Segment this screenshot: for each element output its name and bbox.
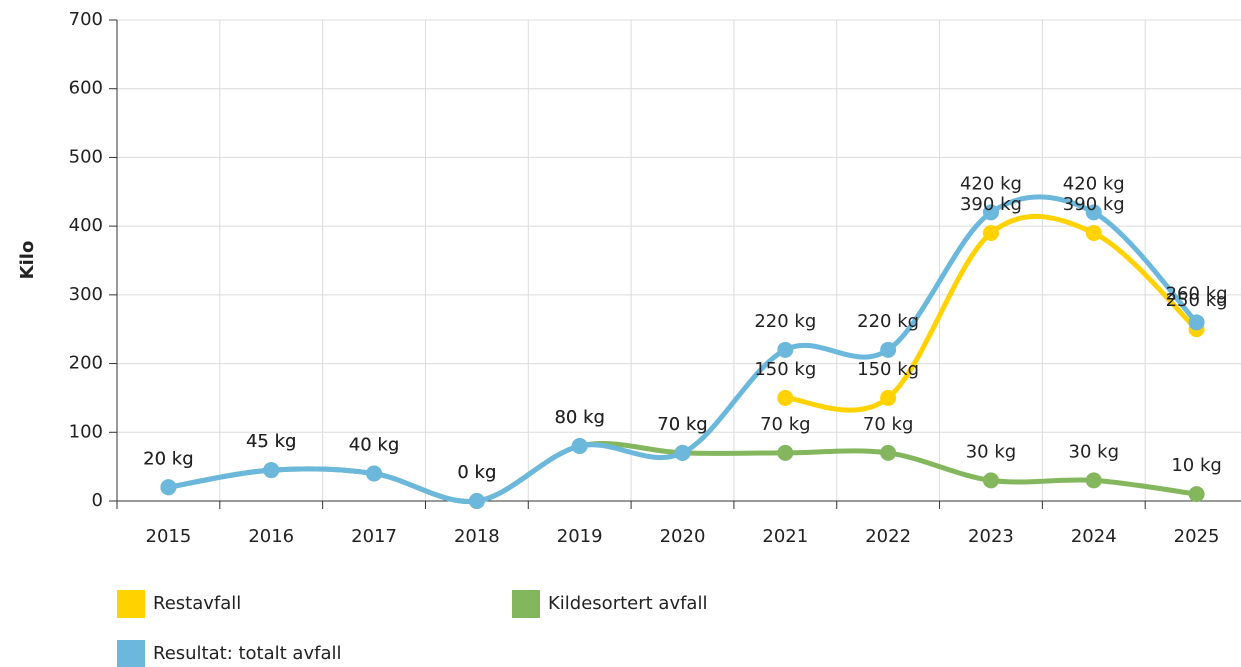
data-point xyxy=(982,204,999,221)
data-label: 45 kg xyxy=(246,431,296,452)
legend-label: Kildesortert avfall xyxy=(548,593,707,614)
data-label: 390 kg xyxy=(960,194,1022,215)
data-point xyxy=(1188,486,1205,503)
legend-label: Restavfall xyxy=(153,593,241,614)
data-label: 260 kg xyxy=(1166,283,1228,304)
data-point xyxy=(1085,472,1102,489)
data-label: 420 kg xyxy=(960,173,1022,194)
data-label: 30 kg xyxy=(1069,441,1119,462)
x-tick-label: 2020 xyxy=(660,526,706,547)
x-tick-label: 2015 xyxy=(146,526,192,547)
x-tick-label: 2018 xyxy=(454,526,500,547)
x-tick-label: 2021 xyxy=(762,526,808,547)
data-label: 70 kg xyxy=(760,414,810,435)
data-label: 250 kg xyxy=(1166,290,1228,311)
data-point xyxy=(263,462,280,479)
legend-swatch xyxy=(512,590,540,618)
data-label: 150 kg xyxy=(857,359,919,380)
data-label: 0 kg xyxy=(457,462,496,483)
data-label: 20 kg xyxy=(143,448,193,469)
data-label: 20 kg xyxy=(143,448,193,469)
y-tick-label: 700 xyxy=(69,9,103,30)
legend-swatch xyxy=(117,590,145,618)
data-point xyxy=(1188,314,1205,331)
y-tick-label: 400 xyxy=(69,215,103,236)
data-label: 80 kg xyxy=(554,407,604,428)
legend-swatch xyxy=(117,640,145,667)
data-point xyxy=(160,479,177,496)
data-label: 80 kg xyxy=(554,407,604,428)
y-tick-label: 600 xyxy=(69,78,103,99)
data-point xyxy=(1085,225,1102,242)
data-label: 220 kg xyxy=(754,311,816,332)
data-point xyxy=(777,341,794,358)
x-tick-label: 2025 xyxy=(1174,526,1220,547)
data-point xyxy=(880,444,897,461)
data-point xyxy=(982,225,999,242)
data-point xyxy=(777,444,794,461)
data-point xyxy=(674,444,691,461)
y-axis-label: Kilo xyxy=(17,241,38,280)
data-point xyxy=(1085,204,1102,221)
data-label: 10 kg xyxy=(1171,455,1221,476)
data-label: 30 kg xyxy=(966,441,1016,462)
data-label: 220 kg xyxy=(857,311,919,332)
data-label: 420 kg xyxy=(1063,173,1125,194)
data-label: 40 kg xyxy=(349,435,399,456)
y-tick-label: 0 xyxy=(92,490,103,511)
x-tick-label: 2024 xyxy=(1071,526,1117,547)
x-tick-label: 2019 xyxy=(557,526,603,547)
data-point xyxy=(777,389,794,406)
data-point xyxy=(468,493,485,509)
data-point xyxy=(880,341,897,358)
data-label: 40 kg xyxy=(349,435,399,456)
y-tick-label: 200 xyxy=(69,353,103,374)
data-label: 70 kg xyxy=(863,414,913,435)
data-label: 0 kg xyxy=(457,462,496,483)
data-label: 45 kg xyxy=(246,431,296,452)
y-tick-label: 100 xyxy=(69,421,103,442)
data-point xyxy=(571,438,588,455)
y-tick-label: 500 xyxy=(69,146,103,167)
x-tick-label: 2017 xyxy=(351,526,397,547)
data-label: 70 kg xyxy=(657,414,707,435)
data-point xyxy=(880,389,897,406)
legend-label: Resultat: totalt avfall xyxy=(153,643,341,664)
data-label: 150 kg xyxy=(754,359,816,380)
data-label: 70 kg xyxy=(657,414,707,435)
x-tick-label: 2022 xyxy=(865,526,911,547)
data-point xyxy=(982,472,999,489)
series-line xyxy=(165,194,1200,505)
data-point xyxy=(366,465,383,482)
x-tick-label: 2023 xyxy=(968,526,1014,547)
data-label: 390 kg xyxy=(1063,194,1125,215)
x-tick-label: 2016 xyxy=(248,526,294,547)
y-tick-label: 300 xyxy=(69,284,103,305)
